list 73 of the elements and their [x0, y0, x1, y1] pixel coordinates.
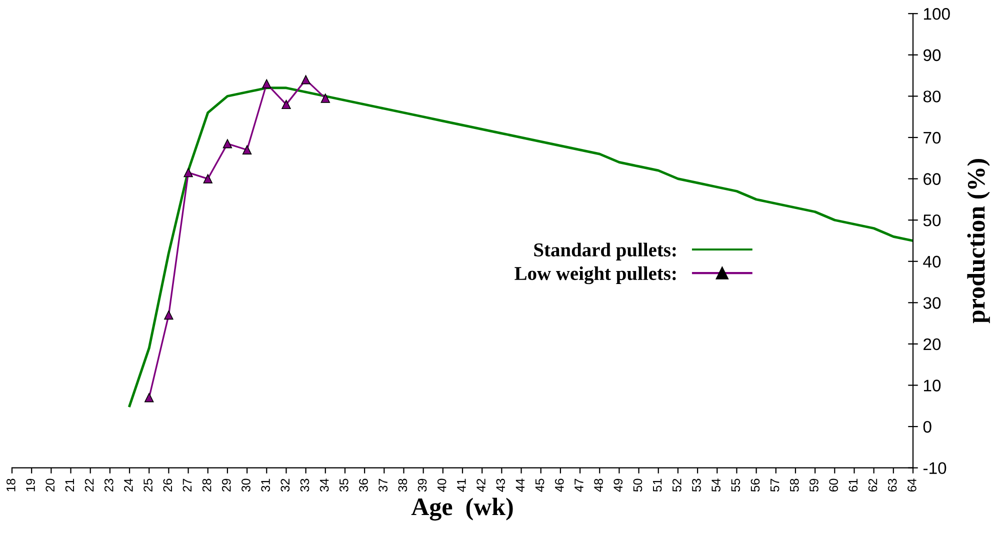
- x-tick-label: 33: [300, 478, 310, 492]
- y-tick-label: 10: [924, 380, 941, 392]
- x-tick-label: 63: [888, 478, 897, 492]
- point: [262, 79, 272, 88]
- x-tick-label: 27: [182, 478, 192, 492]
- x-tick-label: 48: [594, 478, 603, 492]
- x-tick-label: 26: [163, 478, 172, 492]
- point: [184, 168, 193, 178]
- x-tick-label: 19: [26, 478, 35, 492]
- point: [282, 100, 291, 110]
- point: [320, 94, 330, 103]
- x-tick-label: 38: [398, 478, 408, 492]
- y-tick-label: 100: [924, 8, 950, 20]
- x-tick-label: 57: [770, 478, 780, 492]
- x-tick-label: 64: [908, 478, 916, 492]
- y-tick-label: 20: [924, 338, 941, 350]
- x-tick-label: 51: [653, 478, 662, 492]
- x-tick-label: 28: [202, 478, 212, 492]
- x-tick-label: 44: [516, 478, 524, 492]
- y-tick-label: 70: [924, 132, 941, 144]
- x-tick-label: 40: [437, 478, 446, 492]
- x-tick-label: 53: [692, 478, 701, 492]
- x-tick-label: 30: [242, 478, 250, 492]
- x-tick-label: 31: [261, 478, 270, 492]
- x-tick-label: 21: [65, 478, 74, 492]
- x-tick-label: 25: [144, 478, 152, 492]
- y-tick-label: 30: [923, 297, 941, 309]
- x-tick-label: 36: [359, 478, 368, 492]
- x-tick-label: 49: [614, 478, 623, 492]
- x-tick-label: 37: [378, 478, 388, 492]
- x-tick-label: 32: [280, 478, 290, 492]
- x-tick-label: 35: [339, 478, 348, 492]
- point: [203, 174, 212, 184]
- point: [164, 310, 174, 320]
- x-tick-label: 56: [750, 478, 760, 492]
- x-tick-label: 34: [320, 478, 329, 492]
- x-tick-label: 24: [124, 478, 133, 492]
- x-tick-label: 46: [554, 478, 564, 492]
- point: [242, 145, 252, 154]
- x-tick-label: 22: [84, 478, 94, 492]
- x-tick-label: 61: [848, 478, 858, 492]
- x-tick-label: 41: [457, 478, 466, 492]
- x-tick-label: 20: [46, 478, 55, 492]
- x-tick-label: 29: [222, 478, 231, 492]
- x-tick-label: 60: [829, 478, 838, 492]
- x-tick-label: 52: [672, 478, 682, 492]
- x-tick-label: 42: [476, 478, 486, 492]
- x-tick-label: 58: [790, 478, 799, 492]
- point: [301, 75, 310, 84]
- x-tick-label: 62: [868, 478, 878, 492]
- x-tick-label: 59: [810, 478, 818, 492]
- point: [222, 139, 232, 148]
- y-tick-label: 50: [923, 214, 941, 226]
- y-tick-label: 0: [923, 420, 932, 433]
- y-tick-label: 80: [923, 90, 941, 102]
- y-tick-label: 90: [924, 49, 941, 62]
- x-tick-label: 39: [418, 478, 427, 492]
- x-tick-label: 23: [104, 478, 114, 492]
- y-tick-label: 40: [923, 256, 941, 268]
- x-tick-label: 43: [496, 478, 506, 492]
- x-tick-label: 55: [731, 478, 740, 492]
- x-tick-label: 50: [633, 478, 642, 492]
- x-axis-title: Age (wk): [411, 498, 513, 521]
- x-tick-label: 45: [535, 478, 544, 492]
- point: [144, 393, 154, 402]
- x-tick-label: 54: [712, 478, 720, 492]
- legend-label: Standard pullets:: [534, 242, 676, 260]
- y-tick-label: -10: [923, 462, 946, 474]
- x-tick-label: 47: [574, 478, 584, 492]
- y-tick-label: 60: [924, 173, 941, 185]
- legend-label: Low weight pullets:: [514, 266, 676, 284]
- y-axis-title: production (%): [967, 159, 990, 324]
- x-tick-label: 18: [6, 478, 16, 492]
